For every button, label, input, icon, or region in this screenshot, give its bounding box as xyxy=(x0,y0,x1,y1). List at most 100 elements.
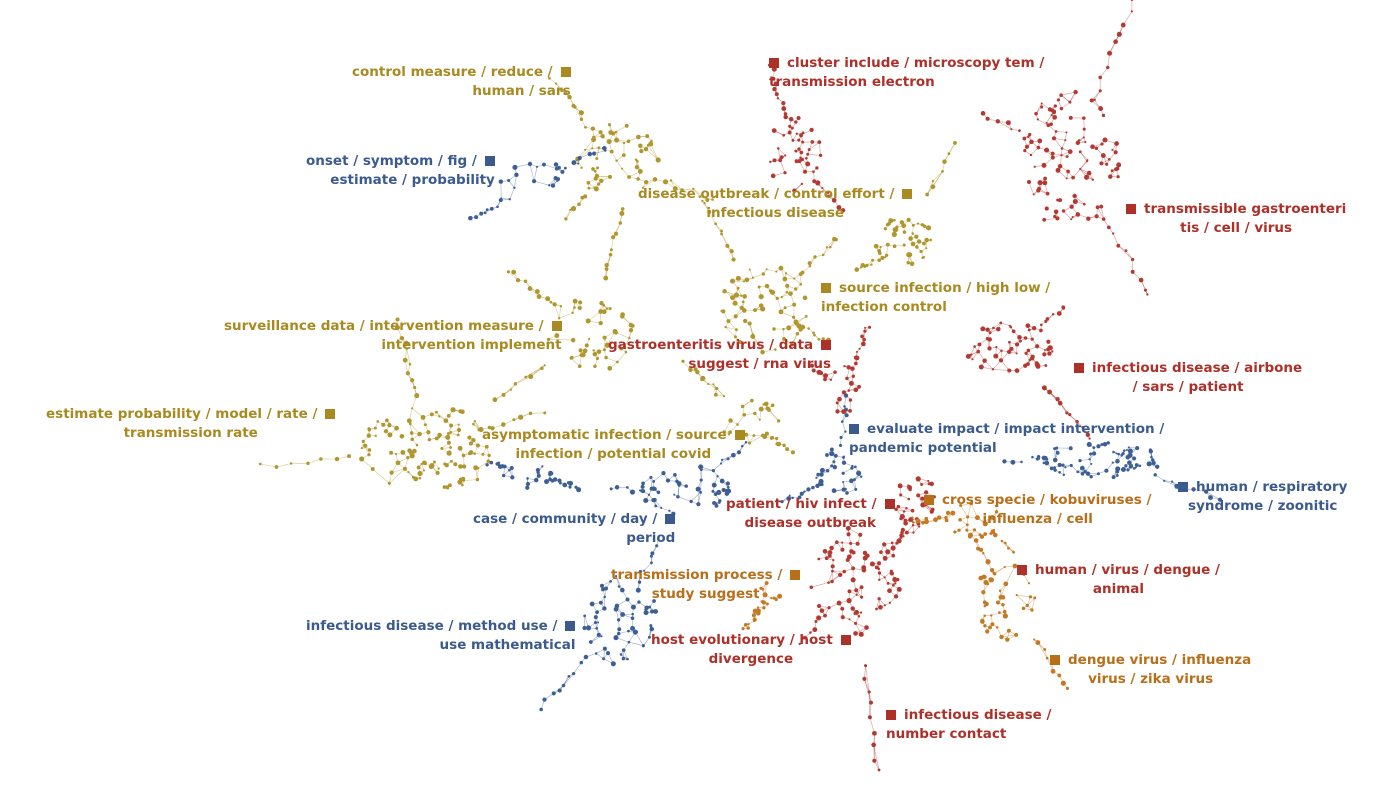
network-node xyxy=(572,298,578,304)
network-node xyxy=(669,179,673,182)
network-node xyxy=(756,606,760,609)
network-node xyxy=(741,300,745,304)
network-edge xyxy=(570,357,580,367)
network-node xyxy=(775,436,779,441)
network-edge xyxy=(653,472,664,482)
network-node xyxy=(812,179,817,184)
network-node xyxy=(624,350,628,354)
network-node xyxy=(1105,162,1109,166)
network-node xyxy=(810,140,815,144)
network-edge xyxy=(1016,594,1031,598)
network-node xyxy=(387,481,391,485)
topic-label-text: dengue virus / influenza xyxy=(1068,652,1252,668)
network-node xyxy=(821,253,825,257)
network-node xyxy=(1068,115,1073,120)
network-node xyxy=(498,198,503,203)
network-node xyxy=(911,516,914,519)
network-node xyxy=(543,364,546,367)
network-edge xyxy=(794,183,803,191)
network-node xyxy=(1106,225,1111,230)
network-node xyxy=(747,441,752,445)
topic-label-text: control measure / reduce / xyxy=(352,64,553,80)
network-node xyxy=(734,328,738,332)
network-node xyxy=(976,349,981,354)
network-node xyxy=(527,161,533,167)
network-node xyxy=(1061,463,1065,467)
network-edge xyxy=(994,566,1005,575)
network-node xyxy=(394,324,400,330)
network-node xyxy=(1010,128,1013,131)
topic-label-text: source infection / high low / xyxy=(839,280,1051,296)
network-edge xyxy=(1044,218,1058,221)
network-node xyxy=(891,553,896,558)
topic-label-text: infectious disease / method use / xyxy=(306,618,558,634)
network-node xyxy=(363,443,368,448)
network-node xyxy=(1045,317,1050,321)
network-edge xyxy=(913,526,920,533)
network-node xyxy=(779,155,784,160)
network-node xyxy=(616,618,621,622)
network-node xyxy=(615,575,618,578)
network-node xyxy=(536,473,541,478)
network-node xyxy=(714,392,718,397)
network-edge xyxy=(700,480,702,493)
network-node xyxy=(993,532,998,538)
topic-color-square-icon xyxy=(924,495,934,505)
topic-label-line: asymptomatic infection / source xyxy=(482,426,745,445)
network-node xyxy=(982,521,988,527)
network-node xyxy=(891,231,897,237)
network-edge xyxy=(559,312,573,319)
network-node xyxy=(732,300,738,306)
network-node xyxy=(980,618,984,623)
network-node xyxy=(1095,205,1100,210)
network-node xyxy=(908,236,913,241)
network-node xyxy=(742,318,748,324)
network-node xyxy=(841,420,844,423)
network-node xyxy=(443,462,446,465)
network-node xyxy=(623,345,627,349)
network-node xyxy=(513,186,516,189)
network-node xyxy=(1131,257,1135,262)
network-edge xyxy=(307,458,321,464)
network-node xyxy=(890,545,896,551)
network-node xyxy=(411,407,414,410)
network-edge xyxy=(530,412,545,414)
topic-label-text: influenza / cell xyxy=(982,511,1093,527)
network-node xyxy=(1045,656,1049,660)
network-node xyxy=(1106,441,1110,445)
network-node xyxy=(855,541,860,546)
network-node xyxy=(846,598,852,604)
network-node xyxy=(1040,105,1044,109)
network-node xyxy=(758,418,761,421)
network-edge xyxy=(715,223,722,232)
network-node xyxy=(523,279,528,283)
network-node xyxy=(367,453,371,457)
network-node xyxy=(760,433,765,438)
network-edge xyxy=(701,469,714,471)
network-edge xyxy=(1064,132,1067,141)
topic-color-square-icon xyxy=(325,409,336,419)
network-node xyxy=(805,156,808,160)
network-node xyxy=(1113,39,1118,45)
network-node xyxy=(753,620,756,623)
network-node xyxy=(852,478,856,482)
network-cluster xyxy=(1002,441,1223,502)
network-node xyxy=(510,475,515,480)
network-node xyxy=(1021,606,1026,611)
network-node xyxy=(864,664,868,668)
network-node xyxy=(461,453,466,458)
topic-label-text: onset / symptom / fig / xyxy=(306,153,477,169)
network-node xyxy=(1040,102,1043,105)
network-edge xyxy=(725,326,736,338)
network-node xyxy=(552,477,558,482)
network-node xyxy=(596,166,600,170)
network-node xyxy=(496,205,499,209)
network-node xyxy=(730,295,736,301)
network-node xyxy=(646,144,650,147)
network-node xyxy=(553,162,559,167)
network-node xyxy=(525,485,530,490)
network-node xyxy=(637,580,641,583)
network-node xyxy=(543,411,547,415)
network-node xyxy=(592,349,595,352)
